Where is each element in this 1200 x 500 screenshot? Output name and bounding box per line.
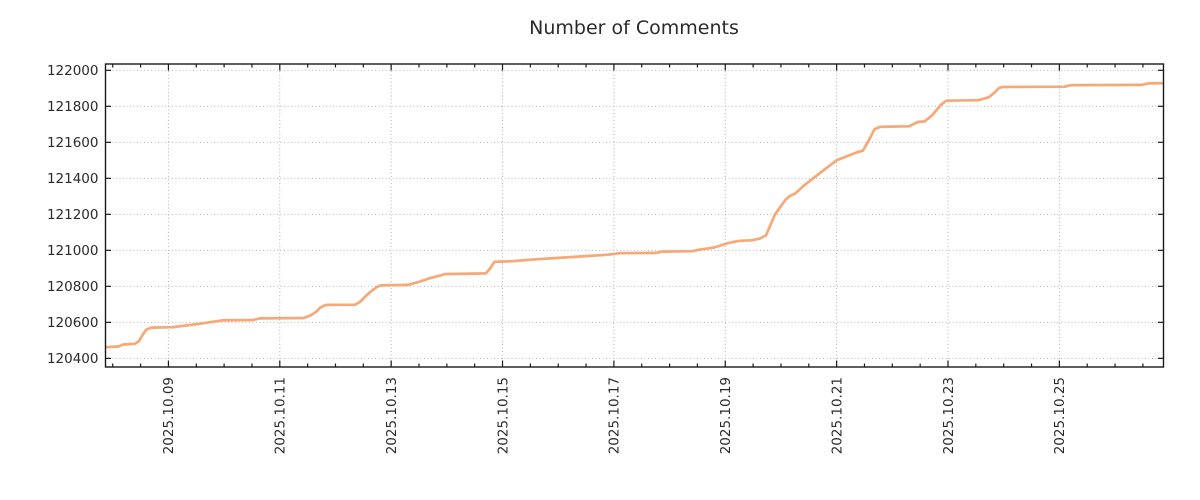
plot-border bbox=[104, 63, 1165, 368]
series-comments-line bbox=[105, 81, 1164, 349]
y-tick-label: 121000 bbox=[47, 243, 99, 259]
y-tick-labels: 120400 120600 120800 121000 121200 121400 1216… bbox=[47, 63, 99, 367]
y-tick-label: 122000 bbox=[47, 63, 99, 79]
x-tick-label: 2025.10.15 bbox=[495, 377, 511, 454]
x-tick-label: 2025.10.17 bbox=[607, 377, 623, 454]
x-tick-label: 2025.10.13 bbox=[384, 377, 400, 454]
x-tick-label: 2025.10.21 bbox=[829, 377, 845, 454]
y-tick-label: 121400 bbox=[47, 171, 99, 187]
x-tick-label: 2025.10.09 bbox=[161, 377, 177, 454]
grid-lines bbox=[105, 64, 1164, 367]
y-tick-label: 120400 bbox=[47, 351, 99, 367]
axis-ticks bbox=[105, 64, 1164, 367]
chart-title: Number of Comments bbox=[529, 17, 739, 39]
y-tick-label: 121800 bbox=[47, 99, 99, 115]
x-tick-label: 2025.10.19 bbox=[718, 377, 734, 454]
x-tick-label: 2025.10.23 bbox=[941, 377, 957, 454]
x-tick-labels: 2025.10.09 2025.10.11 2025.10.13 2025.10.15… bbox=[161, 377, 1068, 454]
y-tick-label: 121600 bbox=[47, 135, 99, 151]
x-tick-label: 2025.10.25 bbox=[1052, 377, 1068, 454]
y-tick-label: 120600 bbox=[47, 315, 99, 331]
y-tick-label: 121200 bbox=[47, 207, 99, 223]
y-tick-label: 120800 bbox=[47, 279, 99, 295]
x-tick-label: 2025.10.11 bbox=[273, 377, 289, 454]
